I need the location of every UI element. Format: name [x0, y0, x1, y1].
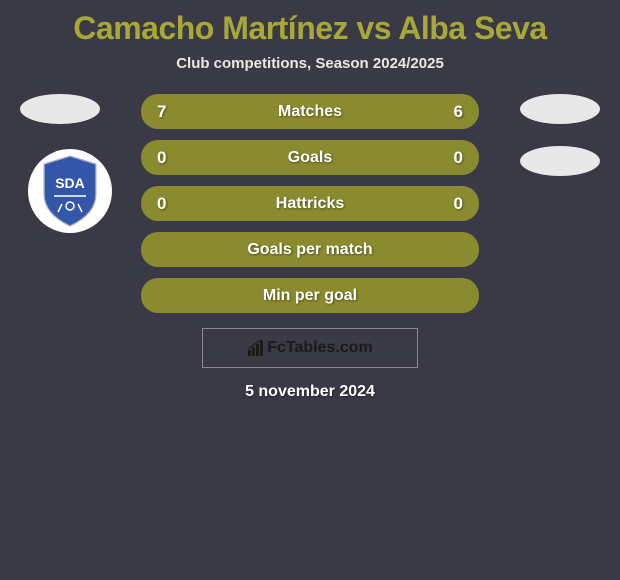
- stat-row-matches: 7 Matches 6: [141, 94, 479, 129]
- stat-row-hattricks: 0 Hattricks 0: [141, 186, 479, 221]
- stat-left-value: 0: [157, 148, 177, 168]
- stat-right-value: 0: [443, 194, 463, 214]
- stat-left-value: 7: [157, 102, 177, 122]
- page-subtitle: Club competitions, Season 2024/2025: [176, 55, 444, 72]
- chart-icon: [247, 339, 265, 357]
- stat-row-min-per-goal: Min per goal: [141, 278, 479, 313]
- footer-date: 5 november 2024: [245, 383, 375, 401]
- stat-label: Goals: [288, 149, 332, 167]
- stat-right-value: 0: [443, 148, 463, 168]
- stat-right-value: 6: [443, 102, 463, 122]
- stat-label: Min per goal: [263, 287, 357, 305]
- stat-left-value: 0: [157, 194, 177, 214]
- player-right-avatar-placeholder: [520, 94, 600, 124]
- player-right-club-placeholder: [520, 146, 600, 176]
- stat-row-goals: 0 Goals 0: [141, 140, 479, 175]
- branding-content: FcTables.com: [247, 339, 373, 357]
- club-badge-icon: SDA: [38, 154, 102, 228]
- svg-text:SDA: SDA: [55, 175, 85, 191]
- player-left-club-badge: SDA: [28, 149, 112, 233]
- stats-column: 7 Matches 6 0 Goals 0 0 Hattricks 0 Goal…: [141, 94, 479, 313]
- branding-box: FcTables.com: [202, 328, 418, 368]
- stat-label: Goals per match: [247, 241, 372, 259]
- branding-text: FcTables.com: [267, 339, 373, 357]
- stat-label: Matches: [278, 103, 342, 121]
- main-container: Camacho Martínez vs Alba Seva Club compe…: [0, 0, 620, 411]
- player-left-avatar-placeholder: [20, 94, 100, 124]
- page-title: Camacho Martínez vs Alba Seva: [73, 10, 546, 47]
- stat-row-goals-per-match: Goals per match: [141, 232, 479, 267]
- comparison-content: SDA 7 Matches 6 0 Goals 0: [0, 94, 620, 313]
- stat-label: Hattricks: [276, 195, 344, 213]
